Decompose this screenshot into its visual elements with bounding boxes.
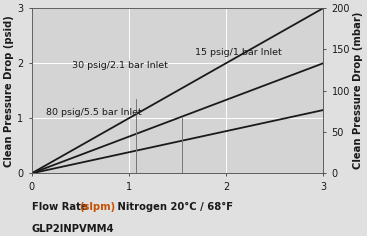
Text: Nitrogen 20°C / 68°F: Nitrogen 20°C / 68°F bbox=[114, 202, 233, 212]
Text: Flow Rate: Flow Rate bbox=[32, 202, 91, 212]
Text: 80 psig/5.5 bar Inlet: 80 psig/5.5 bar Inlet bbox=[46, 108, 142, 117]
Text: GLP2INPVMM4: GLP2INPVMM4 bbox=[32, 224, 114, 234]
Y-axis label: Clean Pressure Drop (mbar): Clean Pressure Drop (mbar) bbox=[353, 12, 363, 169]
Text: 30 psig/2.1 bar Inlet: 30 psig/2.1 bar Inlet bbox=[72, 61, 168, 70]
Text: (slpm): (slpm) bbox=[79, 202, 115, 212]
Text: 15 psig/1 bar Inlet: 15 psig/1 bar Inlet bbox=[195, 48, 281, 57]
Y-axis label: Clean Pressure Drop (psid): Clean Pressure Drop (psid) bbox=[4, 15, 14, 167]
